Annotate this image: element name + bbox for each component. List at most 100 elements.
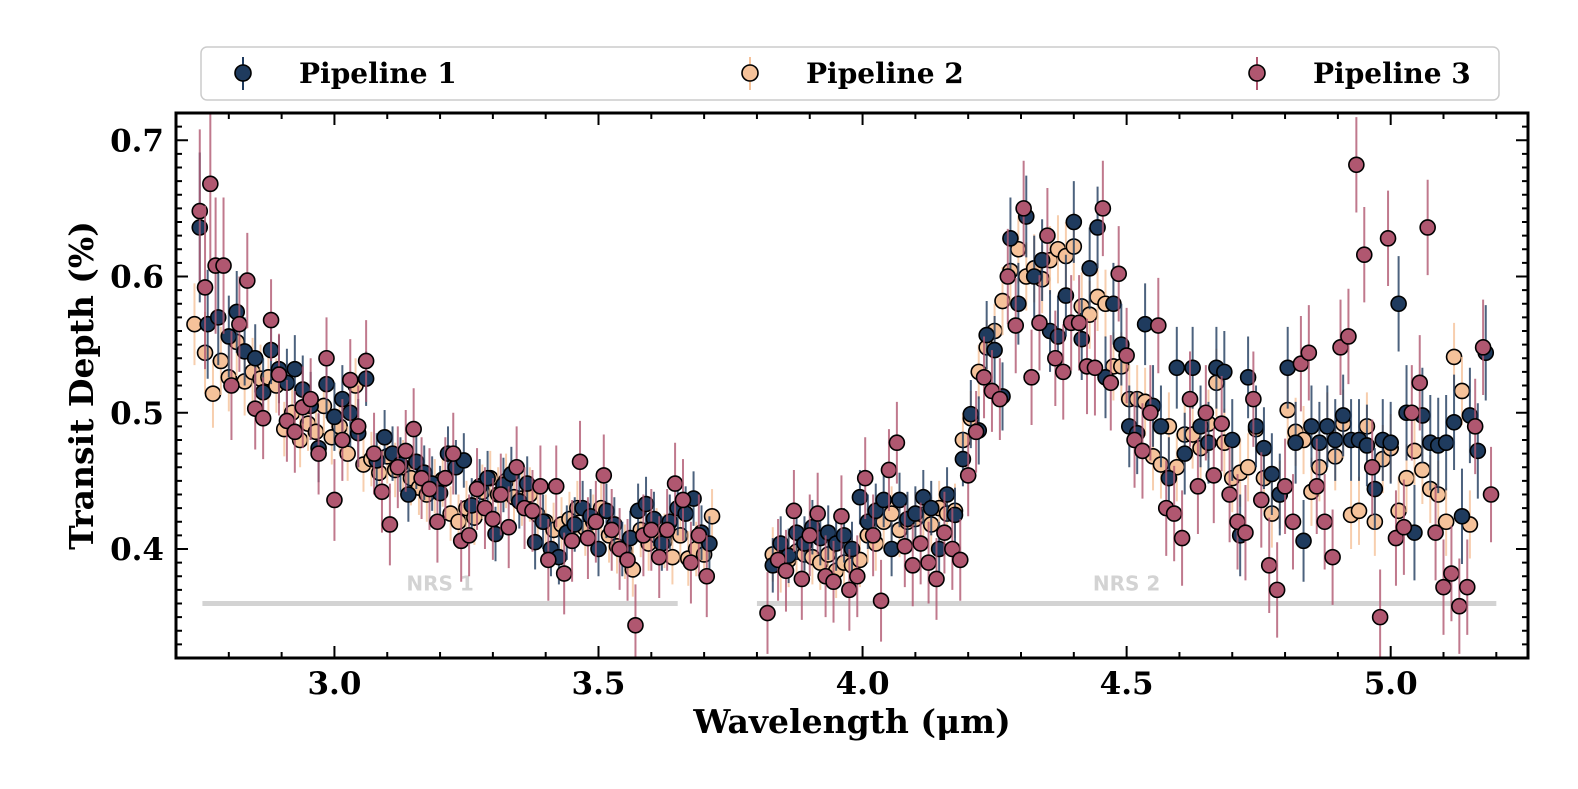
legend-item-2: Pipeline 2 <box>741 57 964 90</box>
y-tick-label: 0.6 <box>110 260 164 296</box>
x-tick-label: 3.5 <box>572 666 626 702</box>
data-point <box>1390 295 1407 313</box>
data-point <box>1245 390 1262 408</box>
y-axis: 0.4 0.5 0.6 0.7 <box>110 112 1528 646</box>
data-point <box>492 486 510 503</box>
data-point <box>1252 491 1270 509</box>
data-point <box>1348 156 1365 174</box>
data-point <box>922 499 940 517</box>
data-point <box>650 548 668 566</box>
data-series <box>186 113 1500 658</box>
data-point <box>590 540 607 558</box>
data-point <box>555 565 573 582</box>
data-point <box>326 491 343 509</box>
data-point <box>286 360 304 378</box>
data-point <box>1358 437 1376 454</box>
data-point <box>682 554 700 571</box>
data-point <box>938 486 956 503</box>
data-point <box>674 491 692 509</box>
y-tick-label: 0.4 <box>110 532 164 568</box>
data-point <box>566 516 584 533</box>
data-point <box>801 527 819 544</box>
data-point <box>864 527 882 544</box>
data-point <box>286 423 304 441</box>
data-point <box>1070 314 1088 332</box>
data-point <box>1287 434 1304 452</box>
data-point <box>484 510 502 528</box>
data-point <box>978 326 995 344</box>
data-point <box>1419 219 1436 236</box>
data-point <box>1002 230 1019 247</box>
data-point <box>959 467 977 484</box>
data-point <box>1308 478 1326 495</box>
y-tick-label: 0.7 <box>110 123 164 159</box>
data-point <box>254 409 272 427</box>
data-point <box>1023 369 1040 386</box>
data-point <box>450 513 467 531</box>
data-point <box>1007 317 1025 334</box>
data-point <box>191 202 209 220</box>
data-point <box>1223 431 1241 449</box>
data-point <box>1110 265 1128 283</box>
band-label: NRS 1 <box>406 572 473 596</box>
legend-label: Pipeline 2 <box>806 57 964 90</box>
data-point <box>793 570 811 588</box>
data-point <box>595 467 613 484</box>
data-point <box>872 592 890 610</box>
data-point <box>437 469 454 487</box>
data-point <box>690 527 708 544</box>
data-point <box>215 257 232 274</box>
data-point <box>1295 532 1312 550</box>
data-point <box>912 535 929 552</box>
data-point <box>1334 407 1352 424</box>
data-point <box>209 309 227 326</box>
data-point <box>334 431 351 449</box>
data-point <box>1047 349 1064 367</box>
x-axis: 3.0 3.5 4.0 4.5 5.0 <box>175 113 1498 702</box>
data-point <box>1284 513 1302 531</box>
data-point <box>479 469 496 487</box>
data-point <box>1445 348 1463 366</box>
data-point <box>302 390 319 408</box>
data-point <box>603 521 621 539</box>
data-point <box>1010 295 1027 313</box>
data-point <box>986 341 1003 359</box>
data-point <box>587 513 605 531</box>
data-point <box>833 507 850 525</box>
data-point <box>666 475 684 492</box>
data-point <box>835 527 853 544</box>
data-point <box>1326 431 1344 449</box>
data-point <box>1437 434 1455 452</box>
data-point <box>389 458 407 476</box>
y-tick-label: 0.5 <box>110 396 164 432</box>
data-point <box>376 428 393 446</box>
data-point <box>223 377 240 394</box>
data-point <box>1355 246 1373 263</box>
data-point <box>920 554 937 571</box>
data-point <box>1474 339 1492 356</box>
data-point <box>848 567 866 585</box>
x-axis-label: Wavelength (μm) <box>692 702 1010 741</box>
data-point <box>524 502 541 520</box>
data-point <box>1073 330 1091 348</box>
data-point <box>1039 227 1056 244</box>
data-point <box>1247 418 1265 435</box>
data-point <box>658 521 676 539</box>
data-point <box>1255 439 1273 457</box>
data-point <box>397 442 415 460</box>
data-point <box>231 315 248 333</box>
x-tick-label: 3.0 <box>307 666 361 702</box>
data-point <box>1015 200 1032 217</box>
data-point <box>196 279 214 296</box>
data-point <box>1451 597 1468 615</box>
data-point <box>883 540 900 558</box>
data-point <box>1165 505 1183 522</box>
data-point <box>1160 469 1178 487</box>
data-point <box>627 616 644 634</box>
data-point <box>341 371 359 389</box>
data-point <box>936 524 953 541</box>
data-point <box>579 529 597 547</box>
data-point <box>1197 404 1215 422</box>
data-point <box>1469 442 1487 460</box>
